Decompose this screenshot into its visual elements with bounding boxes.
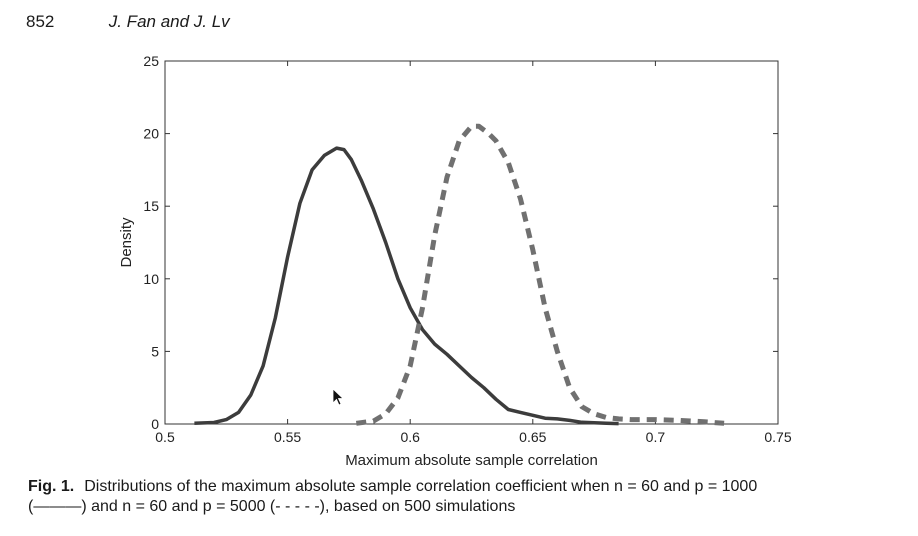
y-tick-label: 25 (143, 53, 159, 69)
mouse-pointer-icon (332, 388, 345, 406)
density-plot: 0.5 0.55 0.6 0.65 0.7 0.75 0 5 10 15 20 25 Maximum a… (118, 53, 792, 469)
x-tick-label: 0.55 (274, 429, 301, 445)
series-solid-line (194, 146, 619, 426)
figure-caption: Fig. 1. Distributions of the maximum abso… (28, 477, 898, 517)
caption-text-1: Distributions of the maximum absolute sa… (84, 478, 758, 495)
y-tick-label: 20 (143, 126, 159, 142)
running-head-authors: J. Fan and J. Lv (108, 12, 230, 31)
caption-text-2: (———) and n = 60 and p = 5000 (- - - - -… (28, 498, 516, 515)
x-axis-label: Maximum absolute sample correlation (345, 452, 598, 469)
caption-line-1: Fig. 1. Distributions of the maximum abso… (28, 477, 898, 497)
x-tick-label: 0.75 (764, 429, 791, 445)
plot-frame (164, 60, 779, 425)
y-axis-label: Density (118, 217, 135, 268)
y-tick-label: 5 (151, 343, 159, 359)
x-tick-label: 0.7 (646, 429, 666, 445)
y-tick-label: 15 (143, 198, 159, 214)
running-head: 852 J. Fan and J. Lv (26, 12, 230, 32)
x-tick-label: 0.5 (155, 429, 175, 445)
y-tick-label: 10 (143, 271, 159, 287)
page-number: 852 (26, 12, 55, 31)
series-dashed-line (355, 123, 725, 426)
x-tick-label: 0.65 (519, 429, 546, 445)
figure-label: Fig. 1. (28, 478, 75, 495)
x-tick-label: 0.6 (400, 429, 420, 445)
y-tick-label: 0 (151, 416, 159, 432)
